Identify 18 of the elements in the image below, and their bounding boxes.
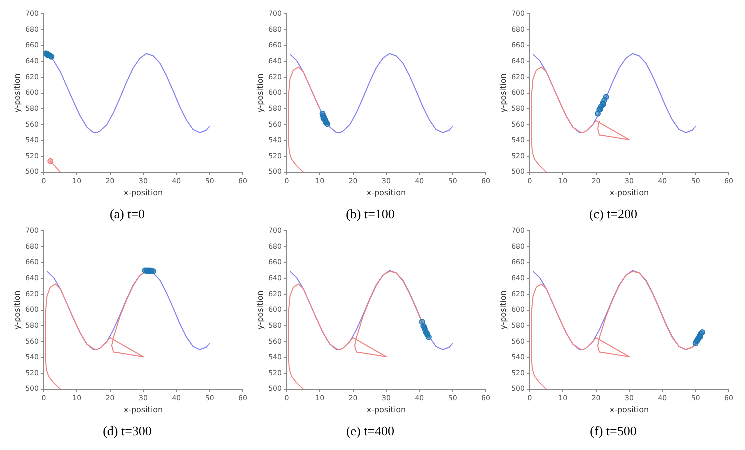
y-axis-title: y-position [498,290,508,330]
x-axis-title: x-position [124,406,164,415]
y-axis-title: y-position [498,74,508,113]
y-axis-title: y-position [256,74,265,113]
y-axis-title: y-position [12,74,22,113]
text: (a) t=0 [110,206,146,222]
text: (e) t=400 [346,424,395,439]
x-axis-title: x-position [366,406,406,415]
x-axis-title: x-position [610,188,650,198]
x-axis-title: x-position [366,188,406,198]
text: (c) t=200 [589,206,638,222]
y-axis-title: y-position [256,290,265,330]
x-axis-title: x-position [124,188,164,198]
x-axis-title: x-position [610,406,650,415]
y-axis-title: y-position [12,290,22,330]
text: (b) t=100 [346,206,395,222]
text: (d) t=300 [103,424,152,439]
text: (f) t=500 [590,424,637,439]
